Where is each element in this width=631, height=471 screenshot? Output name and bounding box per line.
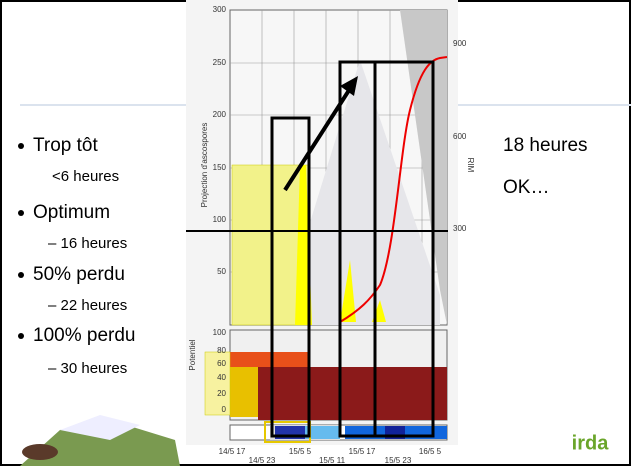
- left-tick: 300: [213, 5, 227, 14]
- yellow-block: [231, 164, 309, 326]
- photo-cow: [22, 444, 58, 460]
- date-label: 14/5 23: [249, 456, 276, 465]
- lower-tick: 40: [217, 373, 226, 382]
- y-label: Projection d'ascospores: [200, 123, 209, 208]
- potential-yellow: [230, 367, 258, 417]
- photo-flowers: [60, 415, 140, 440]
- potential-band: [230, 352, 310, 367]
- lower-tick: 100: [213, 328, 227, 337]
- timeline-seg: [305, 426, 340, 439]
- bullet: Trop tôt: [33, 135, 98, 156]
- spore-area: [280, 60, 440, 325]
- arrow: [283, 82, 355, 192]
- y2-label: RIM: [466, 158, 475, 173]
- bullet: 50% perdu: [33, 264, 125, 285]
- right-tick: 900: [453, 39, 467, 48]
- bullet-sub: – 30 heures: [48, 360, 127, 377]
- date-label: 15/5 5: [289, 447, 312, 456]
- date-label: 15/5 17: [349, 447, 376, 456]
- bullet: Optimum: [33, 202, 110, 223]
- bullet: 100% perdu: [33, 325, 135, 346]
- photo-field: [20, 420, 180, 466]
- bullet-sub: <6 heures: [52, 168, 119, 185]
- bullet-sub: – 22 heures: [48, 297, 127, 314]
- yellow-bar: [340, 260, 356, 322]
- lower-tick: 20: [217, 389, 226, 398]
- photo: [20, 415, 180, 466]
- lower-label: Potentiel: [188, 339, 197, 370]
- figure: Projection d'ascospores RIM Potentiel 30…: [186, 0, 475, 465]
- left-tick: 250: [213, 58, 227, 67]
- side-note: 18 heures: [503, 135, 588, 156]
- side-note: OK…: [503, 177, 549, 198]
- bullet-list: Trop tôt <6 heures Optimum – 16 heures 5…: [18, 135, 135, 377]
- lower-tick: 80: [217, 346, 226, 355]
- bullet-dot: [18, 210, 24, 216]
- lower-tick: 60: [217, 359, 226, 368]
- date-label: 15/5 23: [385, 456, 412, 465]
- date-label: 14/5 17: [219, 447, 246, 456]
- potential-legend: [204, 351, 231, 416]
- left-tick: 50: [217, 267, 226, 276]
- rim-curve: [339, 56, 448, 323]
- right-tick: 300: [453, 224, 467, 233]
- logo: irda: [572, 432, 610, 454]
- arrow-head: [340, 76, 358, 96]
- left-tick: 100: [213, 215, 227, 224]
- frames: [270, 60, 435, 438]
- date-label: 16/5 5: [419, 447, 442, 456]
- right-tick: 600: [453, 132, 467, 141]
- lower-tick: 0: [222, 405, 227, 414]
- left-tick: 150: [213, 163, 227, 172]
- bullet-dot: [18, 272, 24, 278]
- date-label: 15/5 11: [319, 456, 346, 465]
- potential-area: [258, 367, 447, 420]
- bullet-dot: [18, 333, 24, 339]
- bullet-sub: – 16 heures: [48, 235, 127, 252]
- bullet-dot: [18, 143, 24, 149]
- left-tick: 200: [213, 110, 227, 119]
- gray-region: [400, 10, 447, 325]
